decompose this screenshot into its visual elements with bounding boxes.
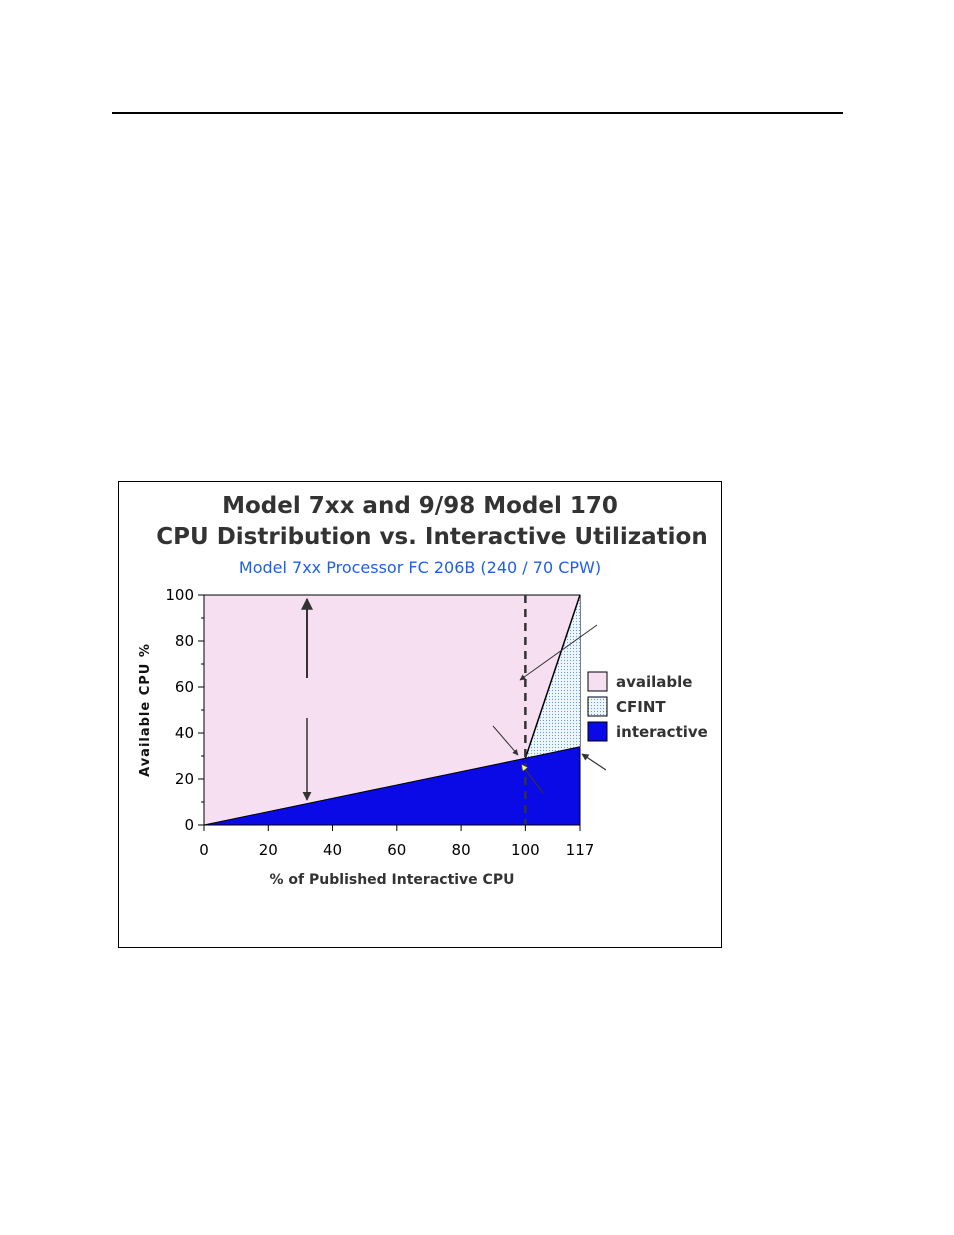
cfint-line	[524, 594, 581, 759]
y-tick: 40	[175, 709, 204, 742]
legend-label-interactive: interactive	[616, 723, 708, 741]
y-axis-label: Available CPU %	[138, 643, 153, 777]
interactive-edge-arrow	[581, 753, 607, 771]
x-tick-label: 40	[323, 841, 342, 859]
y-tick: 100	[165, 586, 204, 604]
chart-svg: 0 20 40 60 80 100 0 20 40 60 80 100 117 Available CPU…	[138, 586, 708, 888]
highlight-arrow	[522, 765, 544, 794]
x-tick-label: 100	[511, 841, 540, 859]
top-rule	[112, 112, 843, 114]
x-tick-label: 80	[452, 841, 471, 859]
y-tick-label: 60	[175, 678, 194, 696]
legend-label-cfint: CFINT	[616, 698, 666, 716]
legend-swatch-interactive	[587, 721, 608, 742]
y-tick: 60	[175, 663, 204, 696]
x-tick-label: 60	[387, 841, 406, 859]
y-tick-label: 100	[165, 586, 194, 604]
x-tick-label: 0	[199, 841, 209, 859]
x-tick-label: 20	[259, 841, 278, 859]
y-tick: 80	[175, 617, 204, 650]
y-tick: 0	[184, 801, 204, 834]
x-tick: 100	[511, 825, 540, 859]
x-tick: 60	[387, 825, 406, 859]
chart-title-line2: CPU Distribution vs. Interactive Utiliza…	[156, 524, 708, 550]
x-tick: 0	[199, 825, 209, 859]
x-tick: 20	[259, 825, 278, 859]
y-tick-label: 20	[175, 770, 194, 788]
annotations	[301, 597, 607, 801]
plot-area	[203, 594, 581, 826]
chart-title: Model 7xx and 9/98 Model 170	[222, 493, 618, 519]
x-tick: 40	[323, 825, 342, 859]
x-axis-label: % of Published Interactive CPU	[270, 872, 515, 888]
y-tick-label: 80	[175, 632, 194, 650]
cfint-pointer-arrow	[519, 624, 598, 681]
y-tick-label: 40	[175, 724, 194, 742]
x-tick: 117	[566, 825, 595, 859]
axes: 0 20 40 60 80 100 0 20 40 60 80 100 117 Available CPU…	[138, 586, 594, 888]
chart-figure: Model 7xx and 9/98 Model 170 CPU Distrib…	[118, 481, 722, 948]
legend-swatch-cfint	[587, 696, 608, 717]
chart-subtitle: Model 7xx Processor FC 206B (240 / 70 CP…	[238, 558, 602, 577]
legend: available CFINT interactive	[587, 671, 708, 742]
knee-pointer-arrow	[492, 725, 519, 756]
legend-label-available: available	[616, 673, 692, 691]
y-tick-label: 0	[184, 816, 194, 834]
x-tick: 80	[452, 825, 471, 859]
x-tick-label: 117	[566, 841, 595, 859]
legend-swatch-available	[587, 671, 608, 692]
y-tick: 20	[175, 755, 204, 788]
